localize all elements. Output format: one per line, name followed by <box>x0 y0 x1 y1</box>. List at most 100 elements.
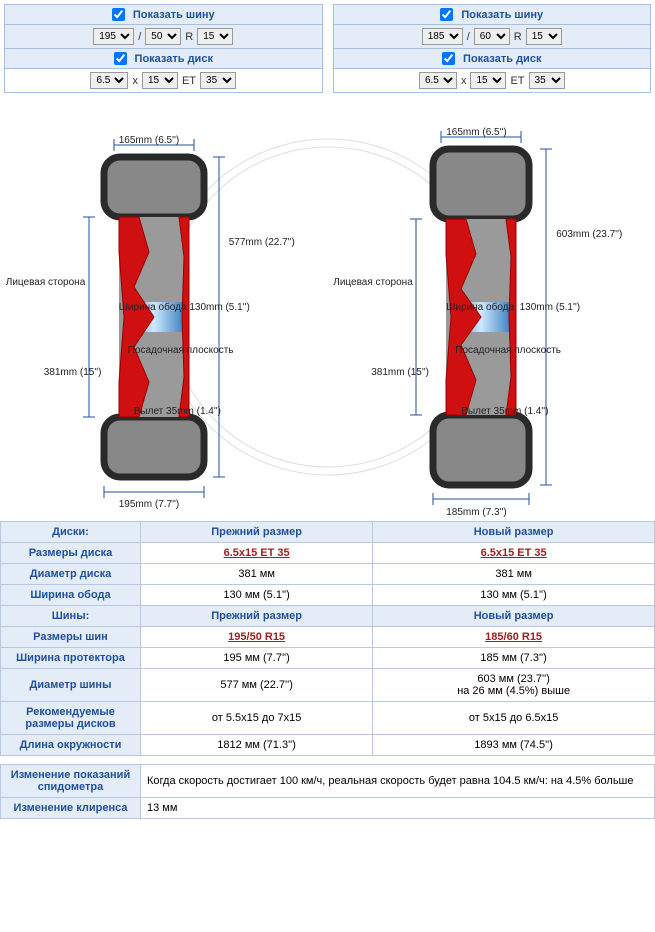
comparison-table: Диски: Прежний размер Новый размер Разме… <box>0 521 655 756</box>
show-wheel-row-r: Показать диск <box>334 49 651 69</box>
rec-wheel-prev: от 5.5x15 до 7x15 <box>141 702 373 735</box>
tire-diameter-prev: 577 мм (22.7'') <box>141 669 373 702</box>
wheel-params-left: 6.5 x 15 ET 35 <box>5 69 322 92</box>
speedo-label: Изменение показаний спидометра <box>1 765 141 798</box>
tire-width-select-left[interactable]: 195 <box>93 28 134 45</box>
tire-diameter-select-left[interactable]: 15 <box>197 28 233 45</box>
bottom-width-label-r: 185mm (7.3'') <box>446 507 507 518</box>
offset-label: Вылет 35mm (1.4'') <box>134 406 221 417</box>
clearance-label: Изменение клиренса <box>1 798 141 819</box>
seat-plane-label-r: Посадочная плоскость <box>455 345 561 356</box>
table-row: Диаметр шины 577 мм (22.7'') 603 мм (23.… <box>1 669 655 702</box>
table-row: Рекомендуемые размеры дисков от 5.5x15 д… <box>1 702 655 735</box>
tire-profile-select-right[interactable]: 60 <box>474 28 510 45</box>
wheel-diameter-label: Диаметр диска <box>1 564 141 585</box>
overall-height-label-r: 603mm (23.7'') <box>556 229 622 240</box>
tire-width-select-right[interactable]: 185 <box>422 28 463 45</box>
rim-width-label-r: Ширина обода 130mm (5.1'') <box>446 302 580 313</box>
table-row: Изменение клиренса 13 мм <box>1 798 655 819</box>
tire-size-label: Размеры шин <box>1 627 141 648</box>
wheel-size-label: Размеры диска <box>1 543 141 564</box>
table-row: Диаметр диска 381 мм 381 мм <box>1 564 655 585</box>
wheel-params-right: 6.5 x 15 ET 35 <box>334 69 651 92</box>
table-row: Размеры шин 195/50 R15 185/60 R15 <box>1 627 655 648</box>
table-row: Ширина протектора 195 мм (7.7'') 185 мм … <box>1 648 655 669</box>
wheel-et-select-right[interactable]: 35 <box>529 72 565 89</box>
inner-height-label-r: 381mm (15'') <box>371 367 429 378</box>
wheel-diameter-select-left[interactable]: 15 <box>142 72 178 89</box>
face-side-label-r: Лицевая сторона <box>333 277 413 288</box>
offset-label-r: Вылет 35mm (1.4'') <box>461 406 548 417</box>
col-prev-header: Прежний размер <box>141 522 373 543</box>
top-width-label-r: 165mm (6.5'') <box>446 127 507 138</box>
top-width-label: 165mm (6.5'') <box>119 135 180 146</box>
col-new-header2: Новый размер <box>373 606 655 627</box>
wheel-diameter-new: 381 мм <box>373 564 655 585</box>
show-wheel-checkbox-right[interactable] <box>442 52 455 65</box>
tire-size-prev-link[interactable]: 195/50 R15 <box>228 631 285 643</box>
wheel-width-select-right[interactable]: 6.5 <box>419 72 457 89</box>
wheel-diameter-select-right[interactable]: 15 <box>470 72 506 89</box>
overall-height-label: 577mm (22.7'') <box>229 237 295 248</box>
seat-plane-label: Посадочная плоскость <box>128 345 234 356</box>
inner-height-label: 381mm (15'') <box>44 367 102 378</box>
show-wheel-label-r: Показать диск <box>463 53 541 65</box>
show-tire-label-r: Показать шину <box>461 9 543 21</box>
show-wheel-checkbox-left[interactable] <box>114 52 127 65</box>
wheel-size-new-link[interactable]: 6.5x15 ET 35 <box>481 547 547 559</box>
tire-params-left: 195 / 50 R 15 <box>5 25 322 49</box>
speedo-text: Когда скорость достигает 100 км/ч, реаль… <box>141 765 655 798</box>
left-tire-diagram: 165mm (6.5'') 577mm (22.7'') Лицевая сто… <box>14 117 314 517</box>
tread-width-prev: 195 мм (7.7'') <box>141 648 373 669</box>
show-tire-row: Показать шину <box>5 5 322 25</box>
tire-profile-select-left[interactable]: 50 <box>145 28 181 45</box>
show-wheel-row: Показать диск <box>5 49 322 69</box>
bottom-width-label: 195mm (7.7'') <box>119 499 180 510</box>
table-row: Размеры диска 6.5x15 ET 35 6.5x15 ET 35 <box>1 543 655 564</box>
table-row: Ширина обода 130 мм (5.1'') 130 мм (5.1'… <box>1 585 655 606</box>
wheel-size-prev-link[interactable]: 6.5x15 ET 35 <box>224 547 290 559</box>
summary-table: Изменение показаний спидометра Когда ско… <box>0 764 655 819</box>
tires-header: Шины: <box>1 606 141 627</box>
show-tire-checkbox-right[interactable] <box>440 8 453 21</box>
circumference-label: Длина окружности <box>1 735 141 756</box>
face-side-label: Лицевая сторона <box>6 277 86 288</box>
tire-params-right: 185 / 60 R 15 <box>334 25 651 49</box>
table-header-tires: Шины: Прежний размер Новый размер <box>1 606 655 627</box>
left-controls: Показать шину 195 / 50 R 15 Показать дис… <box>4 4 323 93</box>
rec-wheel-label: Рекомендуемые размеры дисков <box>1 702 141 735</box>
tread-width-new: 185 мм (7.3'') <box>373 648 655 669</box>
rim-width-prev: 130 мм (5.1'') <box>141 585 373 606</box>
show-tire-checkbox-left[interactable] <box>112 8 125 21</box>
tread-width-label: Ширина протектора <box>1 648 141 669</box>
wheel-diameter-prev: 381 мм <box>141 564 373 585</box>
show-wheel-label: Показать диск <box>135 53 213 65</box>
col-prev-header2: Прежний размер <box>141 606 373 627</box>
rim-width-new: 130 мм (5.1'') <box>373 585 655 606</box>
show-tire-row-r: Показать шину <box>334 5 651 25</box>
tire-cross-section-right <box>391 117 571 517</box>
tire-diameter-new: 603 мм (23.7'') на 26 мм (4.5%) выше <box>373 669 655 702</box>
table-header-wheels: Диски: Прежний размер Новый размер <box>1 522 655 543</box>
clearance-text: 13 мм <box>141 798 655 819</box>
circumference-prev: 1812 мм (71.3'') <box>141 735 373 756</box>
wheel-width-select-left[interactable]: 6.5 <box>90 72 128 89</box>
right-tire-diagram: 165mm (6.5'') 603mm (23.7'') Лицевая сто… <box>341 117 641 517</box>
table-row: Длина окружности 1812 мм (71.3'') 1893 м… <box>1 735 655 756</box>
diagrams-area: 165mm (6.5'') 577mm (22.7'') Лицевая сто… <box>0 97 655 517</box>
tire-size-new-link[interactable]: 185/60 R15 <box>485 631 542 643</box>
table-row: Изменение показаний спидометра Когда ско… <box>1 765 655 798</box>
show-tire-label: Показать шину <box>133 9 215 21</box>
rim-width-row-label: Ширина обода <box>1 585 141 606</box>
wheels-header: Диски: <box>1 522 141 543</box>
tire-cross-section-left <box>64 117 244 517</box>
tire-diameter-row-label: Диаметр шины <box>1 669 141 702</box>
rim-width-label: Ширина обода 130mm (5.1'') <box>119 302 250 313</box>
col-new-header: Новый размер <box>373 522 655 543</box>
tire-diameter-select-right[interactable]: 15 <box>526 28 562 45</box>
right-controls: Показать шину 185 / 60 R 15 Показать дис… <box>333 4 652 93</box>
circumference-new: 1893 мм (74.5'') <box>373 735 655 756</box>
wheel-et-select-left[interactable]: 35 <box>200 72 236 89</box>
rec-wheel-new: от 5x15 до 6.5x15 <box>373 702 655 735</box>
controls-panel: Показать шину 195 / 50 R 15 Показать дис… <box>0 0 655 97</box>
